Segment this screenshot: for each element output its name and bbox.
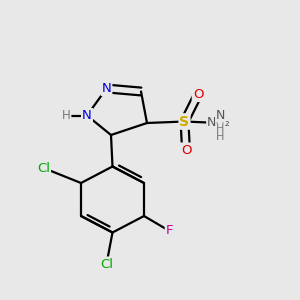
Text: O: O [193,88,203,101]
Text: S: S [179,115,190,128]
Text: H: H [61,109,70,122]
Text: Cl: Cl [100,257,113,271]
Text: N: N [82,109,92,122]
Text: N: N [216,109,225,122]
Text: N: N [82,109,92,122]
Text: H: H [216,132,225,142]
Text: Cl: Cl [37,161,50,175]
Text: NH₂: NH₂ [207,116,231,130]
Text: N: N [102,82,111,95]
Text: H: H [61,109,70,122]
Text: H: H [216,124,225,134]
Text: S: S [180,115,189,128]
Text: F: F [166,224,173,238]
Text: O: O [181,143,191,157]
